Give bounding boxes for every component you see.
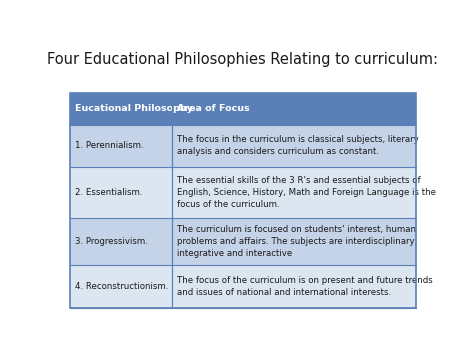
Text: 2. Essentialism.: 2. Essentialism. (75, 188, 142, 197)
Bar (172, 125, 416, 167)
Bar (70, 93, 416, 125)
Bar (70, 218, 172, 265)
Bar (70, 125, 172, 167)
Bar (70, 93, 416, 308)
Text: The curriculum is focused on students' interest, human
problems and affairs. The: The curriculum is focused on students' i… (176, 225, 417, 258)
Text: The focus of the curriculum is on present and future trends
and issues of nation: The focus of the curriculum is on presen… (176, 276, 432, 297)
Text: Four Educational Philosophies Relating to curriculum:: Four Educational Philosophies Relating t… (47, 52, 438, 67)
Text: Area of Focus: Area of Focus (176, 104, 249, 114)
Text: 3. Progressivism.: 3. Progressivism. (75, 237, 147, 246)
Bar (172, 167, 416, 218)
Bar (70, 93, 416, 308)
Bar (172, 218, 416, 265)
Text: Eucational Philosophy: Eucational Philosophy (75, 104, 192, 114)
Text: The focus in the curriculum is classical subjects, literary
analysis and conside: The focus in the curriculum is classical… (176, 135, 418, 157)
Bar (172, 265, 416, 308)
Bar (70, 167, 172, 218)
Text: The essential skills of the 3 R's and essential subjects of
English, Science, Hi: The essential skills of the 3 R's and es… (176, 176, 436, 209)
Bar (70, 265, 172, 308)
Text: 1. Perennialism.: 1. Perennialism. (75, 141, 143, 151)
Text: 4. Reconstructionism.: 4. Reconstructionism. (75, 282, 168, 291)
